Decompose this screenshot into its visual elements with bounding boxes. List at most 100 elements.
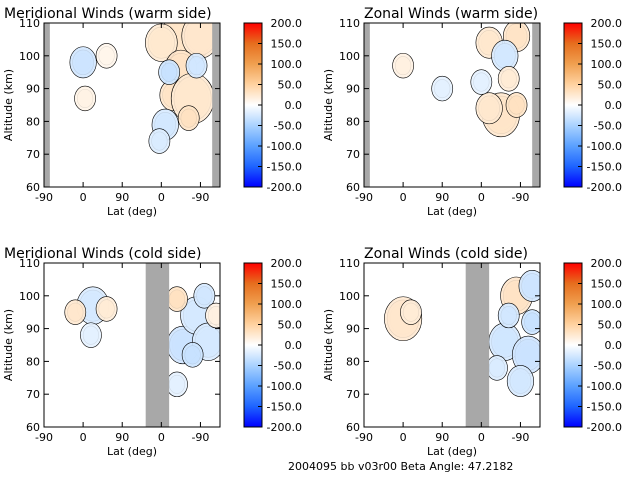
x-tick-label: 90 <box>435 431 449 444</box>
colorbar-tick-label: 150.0 <box>591 38 623 51</box>
panel-title: Meridional Winds (warm side) <box>4 6 212 22</box>
colorbar-tick-label: 150.0 <box>591 278 623 291</box>
colorbar-tick-label: -150.0 <box>587 161 622 174</box>
x-tick-label: 0 <box>478 431 485 444</box>
colorbar-tick-label: 100.0 <box>271 58 303 71</box>
x-tick-label: 0 <box>80 431 87 444</box>
y-axis-label: Altitude (km) <box>322 69 335 141</box>
colorbar-tick-label: -150.0 <box>587 401 622 414</box>
plot-area <box>392 23 531 138</box>
contour-ring <box>392 52 414 79</box>
contour-ring <box>193 283 216 309</box>
contour-ring <box>506 365 535 397</box>
panel-title: Meridional Winds (cold side) <box>4 246 202 262</box>
x-tick-label: 0 <box>158 431 165 444</box>
y-tick-label: 100 <box>19 290 40 303</box>
colorbar-tick-label: 100.0 <box>591 58 623 71</box>
y-axis-label: Altitude (km) <box>322 309 335 381</box>
y-tick-label: 80 <box>26 115 40 128</box>
colorbar-tick-label: -50.0 <box>594 360 622 373</box>
plot-area <box>64 283 220 398</box>
plot-frame <box>43 22 221 188</box>
y-tick-label: 80 <box>346 115 360 128</box>
y-tick-label: 60 <box>346 421 360 434</box>
contour-ring <box>497 302 520 329</box>
no-data-band <box>44 23 50 187</box>
no-data-band <box>212 23 220 187</box>
colorbar-tick-label: 100.0 <box>271 298 303 311</box>
contour-ring <box>64 299 87 325</box>
colorbar-tick-label: 150.0 <box>271 278 303 291</box>
x-axis-label: Lat (deg) <box>107 205 157 218</box>
contour-ring <box>185 52 208 79</box>
x-tick-label: 0 <box>478 191 485 204</box>
contour-ring <box>177 105 200 131</box>
x-tick-label: -90 <box>511 431 529 444</box>
no-data-band <box>145 263 170 427</box>
colorbar-tick-label: -200.0 <box>587 421 622 434</box>
contour-ring <box>205 302 220 329</box>
contour-ring <box>400 299 422 325</box>
colorbar-tick-label: 50.0 <box>598 79 623 92</box>
contour-ring <box>69 46 97 79</box>
colorbar-tick-label: 200.0 <box>271 17 303 30</box>
x-tick-label: 0 <box>400 191 407 204</box>
colorbar-tick-label: 50.0 <box>598 319 623 332</box>
contour-ring <box>166 371 188 398</box>
contour-ring <box>431 75 454 102</box>
y-axis-label: Altitude (km) <box>2 69 15 141</box>
x-axis-label: Lat (deg) <box>427 445 477 458</box>
contour-ring <box>181 342 204 368</box>
no-data-band <box>532 23 540 187</box>
colorbar-tick-label: -200.0 <box>267 181 302 194</box>
x-tick-label: -90 <box>511 191 529 204</box>
y-tick-label: 90 <box>346 83 360 96</box>
y-tick-label: 70 <box>346 148 360 161</box>
colorbar-tick-label: 50.0 <box>278 79 303 92</box>
plot-frame <box>363 262 541 428</box>
x-axis-label: Lat (deg) <box>427 205 477 218</box>
colorbar-tick-label: -100.0 <box>587 140 622 153</box>
plot-frame <box>43 262 221 428</box>
panel-zonal-cold: Zonal Winds (cold side) -90 0 90 0 -90607080… <box>322 246 622 458</box>
plot-frame <box>363 22 541 188</box>
panel-meridional-warm: Meridional Winds (warm side) -90 0 90 0 -906… <box>2 6 302 218</box>
contour-ring <box>158 59 180 85</box>
plot-area <box>69 23 220 154</box>
y-tick-label: 70 <box>346 388 360 401</box>
contour-ring <box>74 85 96 112</box>
y-tick-label: 100 <box>339 50 360 63</box>
colorbar-tick-label: 200.0 <box>271 257 303 270</box>
colorbar-tick-label: -50.0 <box>274 120 302 133</box>
x-tick-label: 90 <box>115 191 129 204</box>
y-tick-label: 110 <box>339 17 360 30</box>
contour-ring <box>470 69 493 95</box>
y-tick-label: 100 <box>339 290 360 303</box>
y-tick-label: 100 <box>19 50 40 63</box>
contour-ring <box>166 286 188 312</box>
contour-ring <box>518 270 540 302</box>
contour-ring <box>148 128 171 154</box>
x-tick-label: -90 <box>355 191 373 204</box>
x-tick-label: 0 <box>400 431 407 444</box>
y-tick-label: 60 <box>26 181 40 194</box>
colorbar-tick-label: 50.0 <box>278 319 303 332</box>
colorbar-tick-label: -50.0 <box>594 120 622 133</box>
colorbar-tick-label: -150.0 <box>267 161 302 174</box>
x-tick-label: 0 <box>158 191 165 204</box>
colorbar-tick-label: 100.0 <box>591 298 623 311</box>
colorbar-tick-label: 0.0 <box>285 339 303 352</box>
y-tick-label: 110 <box>339 257 360 270</box>
x-tick-label: -90 <box>191 191 209 204</box>
footer-text: 2004095 bb v03r00 Beta Angle: 47.2182 <box>288 460 513 473</box>
colorbar-tick-label: 200.0 <box>591 17 623 30</box>
y-tick-label: 70 <box>26 148 40 161</box>
panel-zonal-warm: Zonal Winds (warm side) -90 0 90 0 -90607080… <box>322 6 622 218</box>
contour-ring <box>95 296 118 322</box>
contour-ring <box>505 92 528 118</box>
y-tick-label: 90 <box>346 323 360 336</box>
colorbar-tick-label: -200.0 <box>587 181 622 194</box>
y-tick-label: 80 <box>26 355 40 368</box>
y-tick-label: 110 <box>19 257 40 270</box>
y-tick-label: 90 <box>26 83 40 96</box>
